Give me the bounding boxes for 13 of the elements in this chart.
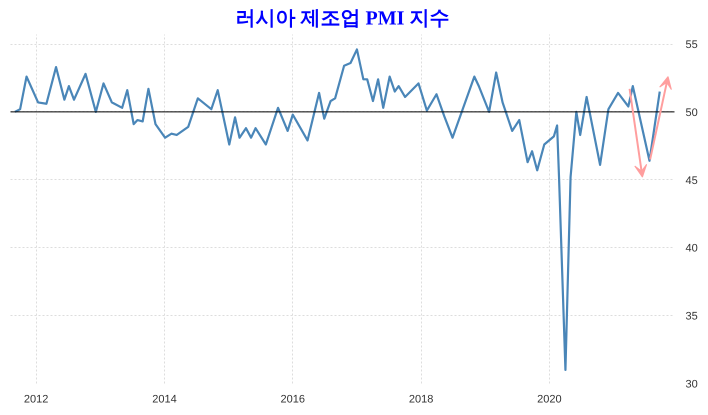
y-tick-label: 35 (686, 310, 698, 323)
y-tick-label: 30 (686, 378, 698, 390)
x-tick-label: 2018 (408, 394, 434, 406)
line-series (14, 48, 661, 372)
y-tick-label: 45 (686, 174, 698, 187)
y-tick-label: 55 (686, 39, 698, 52)
chart-title: 러시아 제조업 PMI 지수 (236, 8, 450, 30)
x-tick-label: 2016 (280, 394, 306, 406)
x-tick-label: 2020 (537, 394, 562, 406)
y-tick-label: 50 (686, 106, 698, 119)
x-tick-label: 2014 (152, 394, 177, 406)
x-tick-label: 2012 (24, 394, 48, 406)
y-tick-label: 40 (686, 242, 698, 255)
